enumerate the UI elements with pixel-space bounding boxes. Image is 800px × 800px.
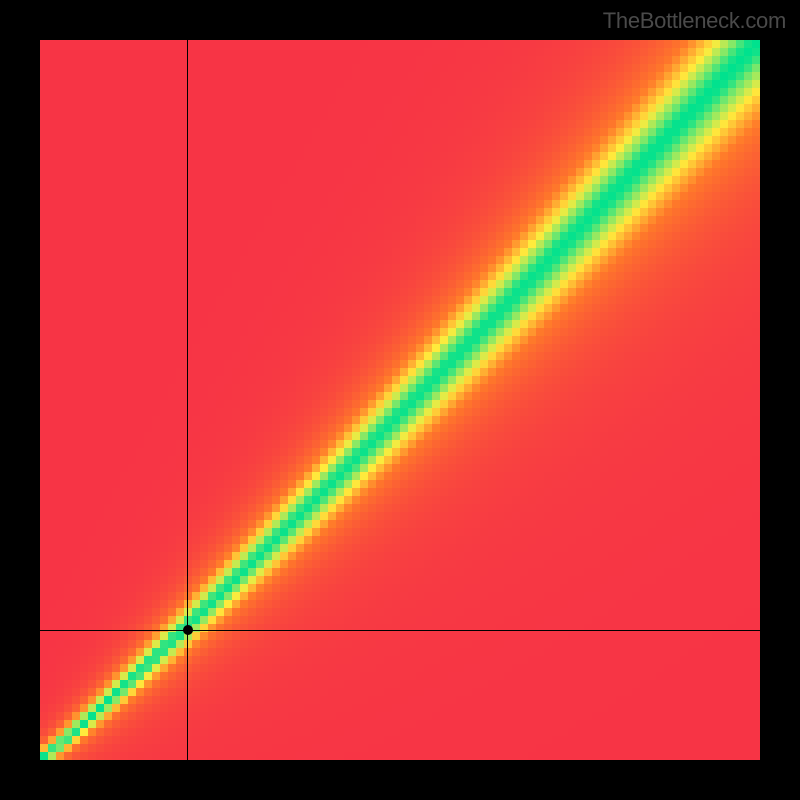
crosshair-vertical: [187, 40, 188, 760]
heatmap-plot: [40, 40, 760, 760]
heatmap-canvas: [40, 40, 760, 760]
crosshair-marker: [183, 625, 193, 635]
watermark-text: TheBottleneck.com: [603, 8, 786, 34]
crosshair-horizontal: [40, 630, 760, 631]
